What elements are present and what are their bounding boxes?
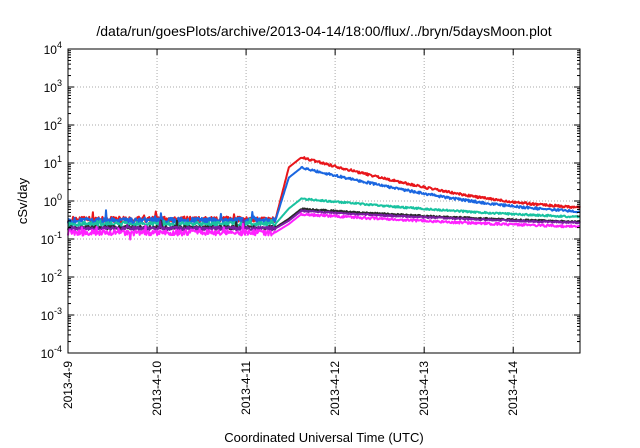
y-tick-label: 10-2	[41, 268, 62, 285]
y-tick-base: 10	[44, 157, 58, 171]
y-tick-base: 10	[44, 195, 58, 209]
x-axis: 2013-4-9 2013-4-10 2013-4-11 2013-4-12 2013-…	[61, 49, 520, 416]
y-tick-label: 104	[44, 40, 62, 57]
series-line-2	[67, 165, 581, 227]
y-tick-exponent: 0	[57, 192, 62, 202]
y-tick-label: 10-3	[41, 306, 62, 323]
y-tick-base: 10	[41, 347, 55, 361]
y-tick-label: 100	[44, 192, 62, 209]
x-tick-label: 2013-4-9	[61, 361, 75, 409]
y-tick-label: 10-4	[41, 344, 62, 361]
series-line-5	[67, 209, 581, 233]
x-tick-label: 2013-4-11	[239, 361, 253, 415]
x-tick-label: 2013-4-13	[417, 361, 431, 416]
y-tick-exponent: -1	[54, 230, 62, 240]
x-tick-label: 2013-4-12	[328, 361, 342, 416]
y-tick-base: 10	[41, 309, 55, 323]
y-tick-exponent: -3	[54, 306, 62, 316]
x-axis-label: Coordinated Universal Time (UTC)	[224, 430, 423, 445]
y-axis-label: cSv/day	[15, 177, 30, 224]
series-line-3	[67, 197, 581, 228]
x-tick-label: 2013-4-14	[506, 361, 520, 416]
y-tick-exponent: -4	[54, 344, 62, 354]
y-tick-exponent: 3	[57, 78, 62, 88]
y-tick-base: 10	[44, 81, 58, 95]
y-tick-base: 10	[44, 119, 58, 133]
series-line-6	[67, 212, 581, 241]
series-layer	[67, 156, 581, 241]
y-tick-base: 10	[44, 43, 58, 57]
x-tick-label: 2013-4-10	[150, 361, 164, 416]
chart-title: /data/run/goesPlots/archive/2013-04-14/1…	[96, 23, 551, 39]
y-tick-label: 101	[44, 154, 62, 171]
y-tick-base: 10	[41, 233, 55, 247]
y-tick-base: 10	[41, 271, 55, 285]
y-tick-label: 102	[44, 116, 62, 133]
y-tick-exponent: 1	[57, 154, 62, 164]
y-tick-exponent: -2	[54, 268, 62, 278]
y-tick-label: 103	[44, 78, 62, 95]
y-tick-exponent: 4	[57, 40, 62, 50]
y-tick-label: 10-1	[41, 230, 62, 247]
y-tick-exponent: 2	[57, 116, 62, 126]
